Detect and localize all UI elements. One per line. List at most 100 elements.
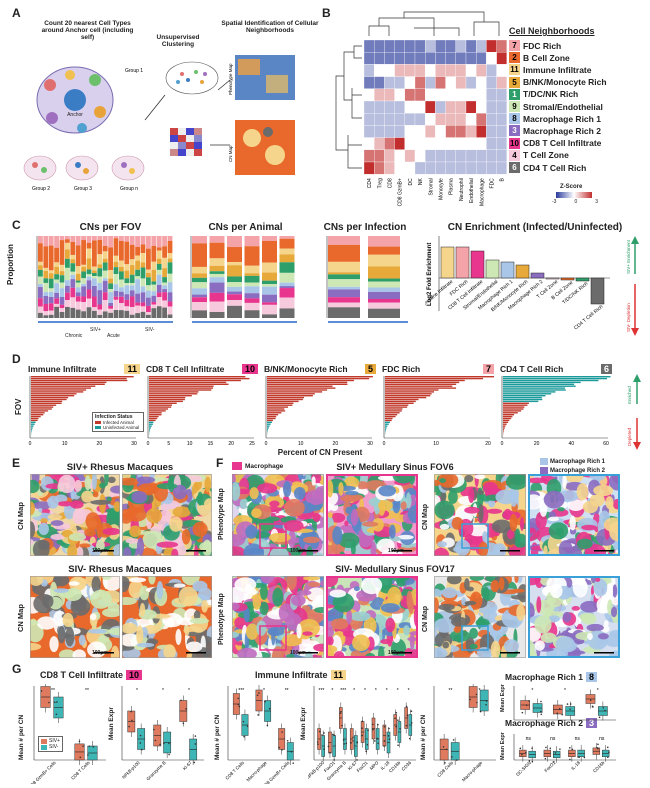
significance: * <box>136 688 138 694</box>
d-subpanel: Immune Infiltrate 11 0 10 20 30 <box>28 364 140 449</box>
cn-name: Immune Infiltrate <box>523 64 592 75</box>
stack-segment <box>48 273 54 279</box>
fov-bar <box>31 400 63 403</box>
g-ylabel-2: Mean Expr <box>108 707 115 740</box>
stack-segment <box>97 254 103 265</box>
map-blob <box>543 545 548 556</box>
stack-segment <box>140 311 146 318</box>
f-phenomap-label-2: Phenotype Map <box>218 593 225 645</box>
f-cnmap-zoom-2 <box>528 576 620 658</box>
map-blob <box>175 628 182 646</box>
stack-segment <box>119 310 124 318</box>
fov-bar <box>385 412 400 414</box>
g-title-2: Immune Infiltrate 11 <box>255 670 347 680</box>
map-blob <box>110 485 120 494</box>
stack-segment <box>135 255 140 261</box>
fov-bar <box>31 398 67 401</box>
fov-bar <box>267 385 333 387</box>
stack-segment <box>97 282 103 291</box>
stack-segment <box>162 300 167 308</box>
d-bar-chart: 0 10 20 30 <box>265 376 373 446</box>
heatmap-cell <box>414 100 426 114</box>
heatmap-cell <box>435 100 446 114</box>
d-subpanel-title: Immune Infiltrate 11 <box>28 364 140 374</box>
group-bar <box>38 321 173 323</box>
fov-bar <box>31 379 128 382</box>
g-ylabel-6: Mean Expr <box>500 684 506 712</box>
zscore-colorbar <box>556 192 592 198</box>
stack-segment <box>124 306 130 311</box>
map-blob <box>272 587 284 607</box>
map-blob <box>437 474 459 488</box>
heatmap-cell <box>496 64 507 77</box>
f-cnmap-label-2: CN Map <box>422 605 429 632</box>
significance: * <box>353 688 355 694</box>
map-blob <box>156 580 164 600</box>
map-blob <box>243 607 250 623</box>
map-blob <box>405 492 412 509</box>
fov-bar <box>267 396 305 399</box>
scale-bar <box>594 550 614 552</box>
cn-legend-item-11: 11 Immune Infiltrate <box>509 64 592 76</box>
heatmap-column-label: Neutrophil <box>459 178 465 201</box>
map-blob <box>586 623 604 632</box>
d-xlabel: Percent of CN Present <box>277 448 363 457</box>
map-blob <box>98 634 110 644</box>
stack-segment <box>54 306 59 318</box>
stack-segment <box>151 304 157 309</box>
c-sivneg: SIV- <box>145 327 155 333</box>
fov-bar <box>503 389 566 391</box>
stack-segment <box>140 267 146 279</box>
map-blob <box>488 499 496 508</box>
map-blob <box>249 487 259 500</box>
c-title-infection: CNs per Infection <box>323 222 407 233</box>
heatmap-cell <box>363 52 375 65</box>
fov-bar <box>503 406 525 408</box>
stack-segment <box>48 296 54 304</box>
map-blob <box>33 501 52 510</box>
fov-bar <box>149 408 169 410</box>
fov-bar <box>385 427 387 429</box>
stack-segment <box>38 312 43 318</box>
stack-segment <box>262 236 277 241</box>
fov-bar <box>503 404 528 406</box>
stack-segment <box>129 244 135 260</box>
map-blob <box>302 631 313 636</box>
fov-bar <box>149 410 166 412</box>
stack-segment <box>102 251 108 259</box>
stack-segment <box>43 282 49 293</box>
stack-segment <box>328 279 360 287</box>
stack-segment <box>92 307 97 311</box>
g-box-4: ***NFkB-p100*FoxO1***Granzyme B*Ki-67*Fo… <box>308 686 416 781</box>
significance: * <box>263 688 265 694</box>
heatmap-cell <box>476 64 487 77</box>
significance: * <box>597 688 599 694</box>
fov-bar <box>149 379 241 382</box>
map-blob <box>58 649 76 658</box>
box-xlabel: NFkB-p100 <box>121 760 141 780</box>
map-blob <box>451 516 464 530</box>
map-blob <box>136 476 156 484</box>
map-blob <box>284 498 305 517</box>
map-blob <box>106 512 120 519</box>
map-blob <box>587 632 593 641</box>
map-blob <box>291 594 306 607</box>
fov-bar <box>31 419 38 422</box>
stack-segment <box>209 277 225 283</box>
heatmap-cell <box>404 113 416 126</box>
stack-segment <box>162 268 167 278</box>
fov-bar <box>149 385 214 387</box>
heatmap-cell <box>425 161 436 175</box>
stack-segment <box>86 307 92 318</box>
fov-bar <box>503 415 513 418</box>
map-blob <box>464 600 477 606</box>
map-blob <box>50 520 64 527</box>
map-blob <box>609 521 620 542</box>
map-blob <box>237 647 257 658</box>
panel-letter-b: B <box>322 6 331 20</box>
stack-segment <box>48 310 54 315</box>
map-blob <box>296 590 312 596</box>
stack-segment <box>124 236 130 242</box>
cn-number-badge: 5 <box>509 76 520 88</box>
stack-segment <box>65 300 70 307</box>
